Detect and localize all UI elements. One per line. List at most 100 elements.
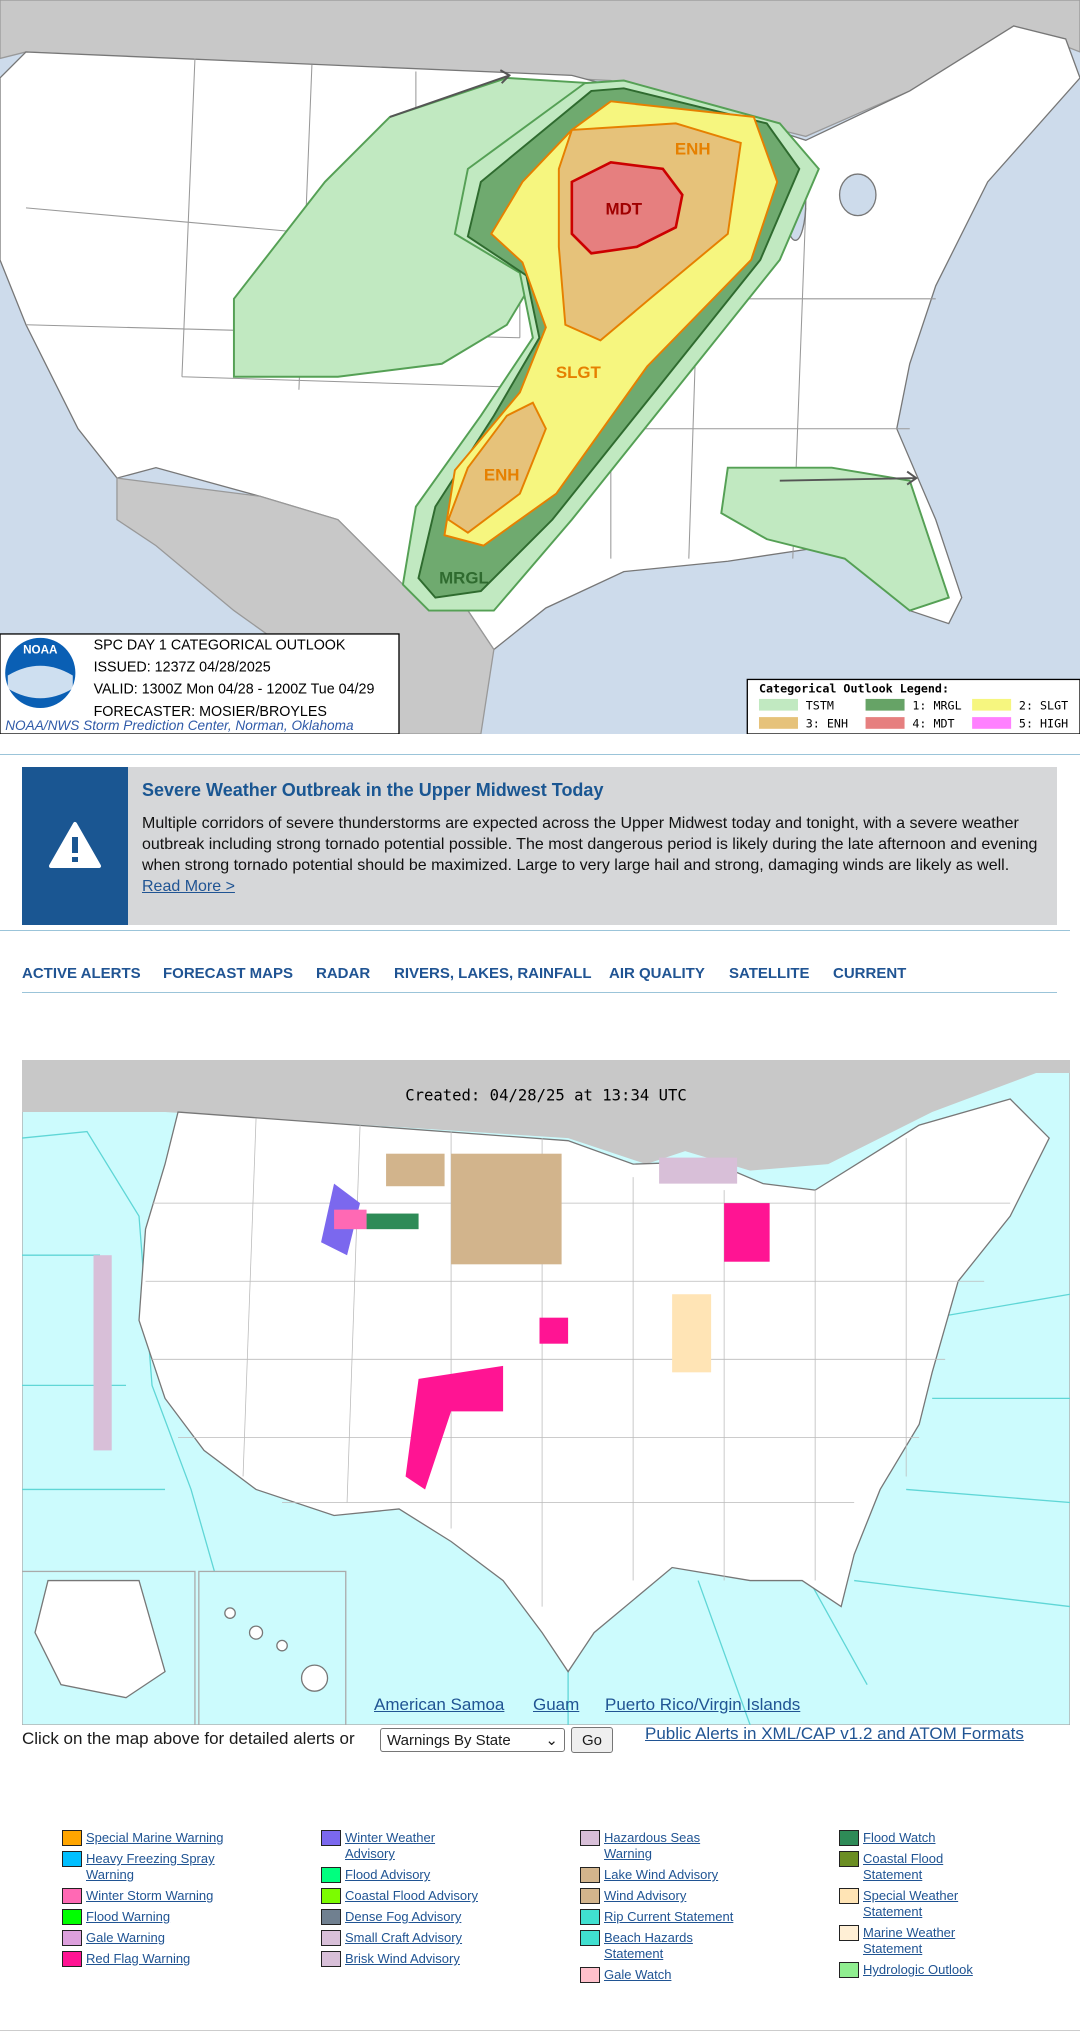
outlook-forecaster: FORECASTER: MOSIER/BROYLES	[94, 704, 327, 720]
legend-swatch	[839, 1830, 859, 1846]
legend-item[interactable]: Small Craft Advisory	[321, 1930, 521, 1946]
legend-item[interactable]: Flood Watch	[839, 1830, 1039, 1846]
alert-title: Severe Weather Outbreak in the Upper Mid…	[142, 780, 604, 800]
legend-item[interactable]: Marine Weather Statement	[839, 1925, 1039, 1957]
legend-item[interactable]: Flood Advisory	[321, 1867, 521, 1883]
legend-label[interactable]: Marine Weather Statement	[863, 1925, 956, 1956]
legend-column: Flood Watch Coastal Flood Statement Specia…	[839, 1830, 1039, 1978]
legend-label[interactable]: Flood Watch	[863, 1830, 936, 1845]
alert-banner: Severe Weather Outbreak in the Upper Mid…	[22, 767, 1057, 925]
legend-item[interactable]: Flood Warning	[62, 1909, 262, 1925]
legend-label[interactable]: Flood Advisory	[345, 1867, 431, 1882]
gale-area	[659, 1157, 738, 1184]
legend-item[interactable]: Coastal Flood Statement	[839, 1851, 1039, 1883]
territory-link[interactable]: American Samoa	[374, 1695, 505, 1714]
divider	[22, 992, 1057, 993]
legend-label[interactable]: Lake Wind Advisory	[604, 1867, 719, 1882]
legend-item[interactable]: Gale Watch	[580, 1967, 780, 1983]
legend-label[interactable]: Winter Storm Warning	[86, 1888, 214, 1903]
legend-label[interactable]: Hazardous Seas Warning	[604, 1830, 701, 1861]
storm-arrows	[389, 69, 918, 486]
read-more-link[interactable]: Read More >	[142, 878, 235, 895]
legend-label[interactable]: Winter Weather Advisory	[345, 1830, 436, 1861]
legend-swatch	[321, 1951, 341, 1967]
red-flag-area	[539, 1317, 569, 1344]
legend-item[interactable]: Winter Weather Advisory	[321, 1830, 521, 1862]
legend-item[interactable]: Brisk Wind Advisory	[321, 1951, 521, 1967]
nav-link[interactable]: AIR QUALITY	[609, 965, 705, 982]
tstm-area	[720, 466, 950, 612]
legend-label[interactable]: Rip Current Statement	[604, 1909, 734, 1924]
nav-link[interactable]: ACTIVE ALERTS	[22, 965, 141, 982]
legend-item[interactable]: Red Flag Warning	[62, 1951, 262, 1967]
legend-swatch	[62, 1930, 82, 1946]
legend-column: Special Marine Warning Heavy Freezing Spr…	[62, 1830, 262, 1967]
legend-label[interactable]: Beach Hazards Statement	[604, 1930, 693, 1961]
legend-label[interactable]: Heavy Freezing Spray Warning	[86, 1851, 215, 1882]
nav-link[interactable]: SATELLITE	[729, 965, 810, 982]
nav-link[interactable]: FORECAST MAPS	[163, 965, 294, 982]
nav-link[interactable]: RIVERS, LAKES, RAINFALL	[394, 965, 592, 982]
legend-label[interactable]: Coastal Flood Advisory	[345, 1888, 478, 1903]
legend-label[interactable]: Gale Watch	[604, 1967, 672, 1982]
map-created: Created: 04/28/25 at 13:34 UTC	[405, 1086, 687, 1104]
legend-label[interactable]: Flood Warning	[86, 1909, 171, 1924]
legend-swatch	[758, 717, 798, 729]
legend-label[interactable]: Brisk Wind Advisory	[345, 1951, 460, 1966]
go-button[interactable]: Go	[571, 1727, 613, 1753]
outlook-valid: VALID: 1300Z Mon 04/28 - 1200Z Tue 04/29	[94, 682, 375, 698]
legend-item[interactable]: Heavy Freezing Spray Warning	[62, 1851, 262, 1883]
legend-item[interactable]: Wind Advisory	[580, 1888, 780, 1904]
select-value: Warnings By State	[387, 1732, 511, 1749]
legend-swatch	[62, 1909, 82, 1925]
county-lines	[145, 1118, 1011, 1607]
legend-label[interactable]: Dense Fog Advisory	[345, 1909, 462, 1924]
legend-label[interactable]: Wind Advisory	[604, 1888, 687, 1903]
divider	[0, 930, 1070, 931]
legend-item[interactable]: Gale Warning	[62, 1930, 262, 1946]
legend-label[interactable]: Red Flag Warning	[86, 1951, 191, 1966]
legend-label[interactable]: Gale Warning	[86, 1930, 165, 1945]
exclamation-dot	[72, 857, 78, 862]
legend-item[interactable]: Hazardous Seas Warning	[580, 1830, 780, 1862]
legend-label[interactable]: Small Craft Advisory	[345, 1930, 463, 1945]
legend-item[interactable]: Hydrologic Outlook	[839, 1962, 1039, 1978]
outlook-map[interactable]: MDT ENH SLGT ENH MRGL NOAA SPC DAY 1 CATEGOR…	[0, 0, 1080, 734]
outlook-issued: ISSUED: 1237Z 04/28/2025	[94, 660, 271, 676]
feed-link[interactable]: Public Alerts in XML/CAP v1.2 and ATOM F…	[645, 1724, 1024, 1743]
legend-item[interactable]: Lake Wind Advisory	[580, 1867, 780, 1883]
legend-label[interactable]: Coastal Flood Statement	[863, 1851, 944, 1882]
state-select[interactable]: Warnings By State ⌄	[380, 1728, 565, 1752]
red-flag-area	[405, 1365, 504, 1490]
legend-label[interactable]: Special Weather Statement	[863, 1888, 959, 1919]
alerts-map[interactable]: Created: 04/28/25 at 13:34 UTC	[22, 1060, 1070, 1725]
legend-item[interactable]: Dense Fog Advisory	[321, 1909, 521, 1925]
legend-item[interactable]: Special Marine Warning	[62, 1830, 262, 1846]
legend-label[interactable]: Special Marine Warning	[86, 1830, 224, 1845]
legend-item[interactable]: Beach Hazards Statement	[580, 1930, 780, 1962]
legend-swatch	[321, 1888, 341, 1904]
legend-label: 5: HIGH	[1019, 717, 1068, 731]
legend-item[interactable]: Winter Storm Warning	[62, 1888, 262, 1904]
legend-swatch	[580, 1909, 600, 1925]
legend-swatch	[580, 1867, 600, 1883]
hawaii-inset	[198, 1570, 347, 1725]
flood-watch-area	[366, 1213, 419, 1230]
legend-swatch	[580, 1888, 600, 1904]
area-label: MDT	[606, 199, 643, 218]
legend-swatch	[865, 717, 905, 729]
legend-label: TSTM	[806, 698, 834, 712]
legend-label[interactable]: Hydrologic Outlook	[863, 1962, 973, 1977]
nav-link[interactable]: RADAR	[316, 965, 371, 982]
nav-link[interactable]: CURRENT	[833, 965, 907, 982]
legend-label: 2: SLGT	[1019, 698, 1068, 712]
legend-item[interactable]: Coastal Flood Advisory	[321, 1888, 521, 1904]
legend-swatch	[321, 1909, 341, 1925]
legend-swatch	[839, 1888, 859, 1904]
legend-item[interactable]: Special Weather Statement	[839, 1888, 1039, 1920]
outlook-title: SPC DAY 1 CATEGORICAL OUTLOOK	[94, 638, 346, 654]
territory-link[interactable]: Puerto Rico/Virgin Islands	[605, 1695, 801, 1714]
territory-link[interactable]: Guam	[533, 1695, 580, 1714]
area-label: ENH	[484, 466, 520, 485]
legend-item[interactable]: Rip Current Statement	[580, 1909, 780, 1925]
